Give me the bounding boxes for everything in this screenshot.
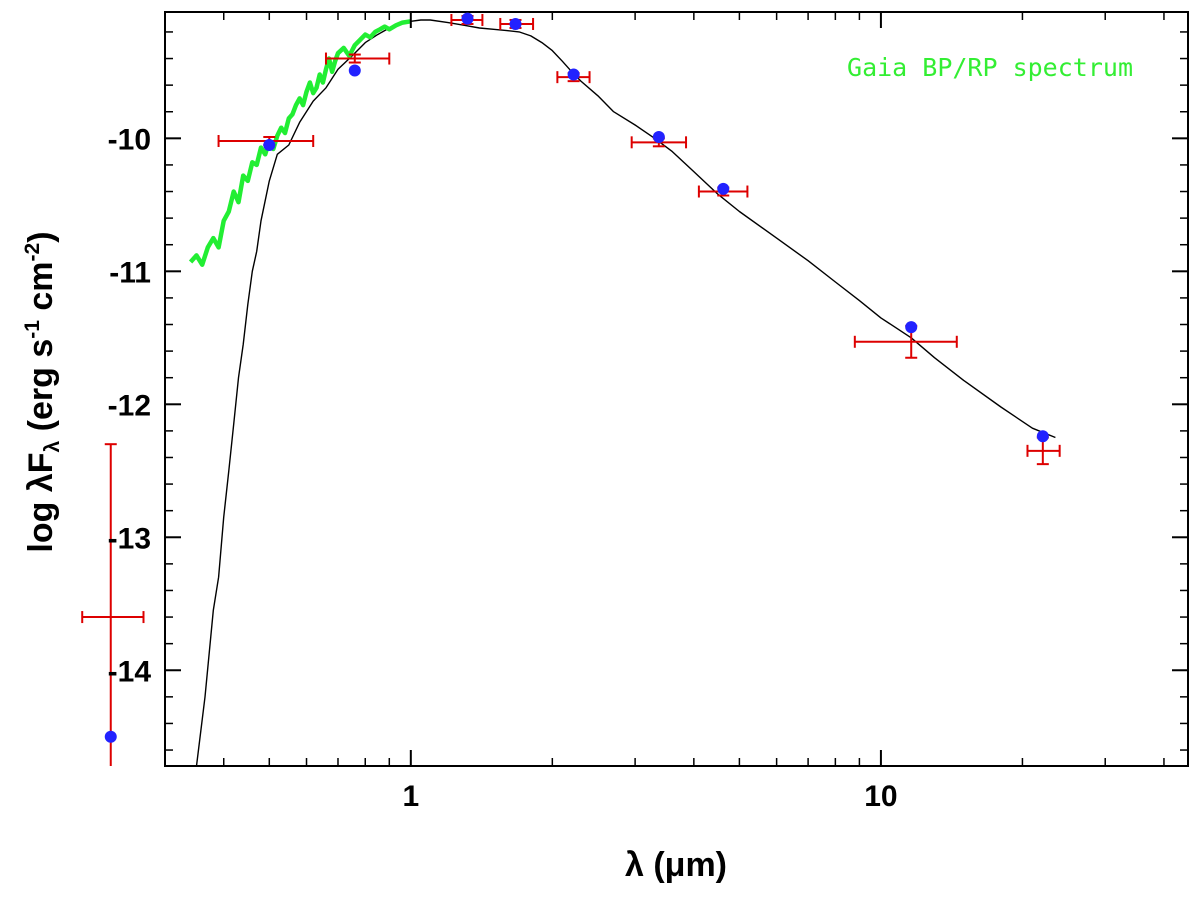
y-tick-label: -13	[108, 522, 151, 555]
x-tick-label: 10	[864, 780, 897, 813]
y-axis-title-units-open: (erg s	[22, 339, 60, 441]
x-tick-label: 1	[402, 780, 419, 813]
model-sed-line	[195, 19, 1056, 767]
axes-layer: 1 10 -10 -11 -12 -13 -14	[108, 12, 1188, 813]
synthetic-flux-point	[348, 64, 361, 77]
synthetic-flux-point	[104, 730, 117, 743]
y-tick-label: -14	[108, 655, 152, 688]
synthetic-flux-point	[461, 12, 474, 25]
y-axis-title-units-mid: cm	[22, 261, 60, 320]
gaia-spectrum-line	[188, 19, 412, 267]
synthetic-flux-point	[509, 17, 522, 30]
y-tick-label: -12	[108, 389, 151, 422]
y-tick-label: -10	[108, 123, 151, 156]
synthetic-flux-point	[905, 321, 918, 334]
synthetic-flux-point	[263, 138, 276, 151]
y-tick-label: -11	[109, 256, 151, 289]
gaia-annotation: Gaia BP/RP spectrum	[847, 53, 1133, 82]
synthetic-flux-point	[567, 68, 580, 81]
y-axis-title-exp1: -1	[21, 320, 44, 339]
gaia-spectrum-layer	[188, 19, 412, 267]
synthetic-photometry-layer	[104, 12, 1049, 743]
synthetic-flux-point	[652, 131, 665, 144]
y-axis-title-sub: λ	[41, 440, 64, 452]
y-axis-title-exp2: -2	[21, 243, 44, 262]
observed-flux-layer	[81, 13, 1061, 766]
plot-frame	[164, 11, 1189, 767]
y-axis-title-main: log λF	[22, 452, 60, 552]
y-axis-title: log λFλ (erg s-1 cm-2)	[21, 231, 64, 552]
y-axis-title-units-close: )	[22, 231, 60, 242]
synthetic-flux-point	[1036, 430, 1049, 443]
synthetic-flux-point	[717, 182, 730, 195]
x-axis-title: λ (μm)	[625, 846, 727, 884]
model-sed-layer	[195, 19, 1056, 767]
